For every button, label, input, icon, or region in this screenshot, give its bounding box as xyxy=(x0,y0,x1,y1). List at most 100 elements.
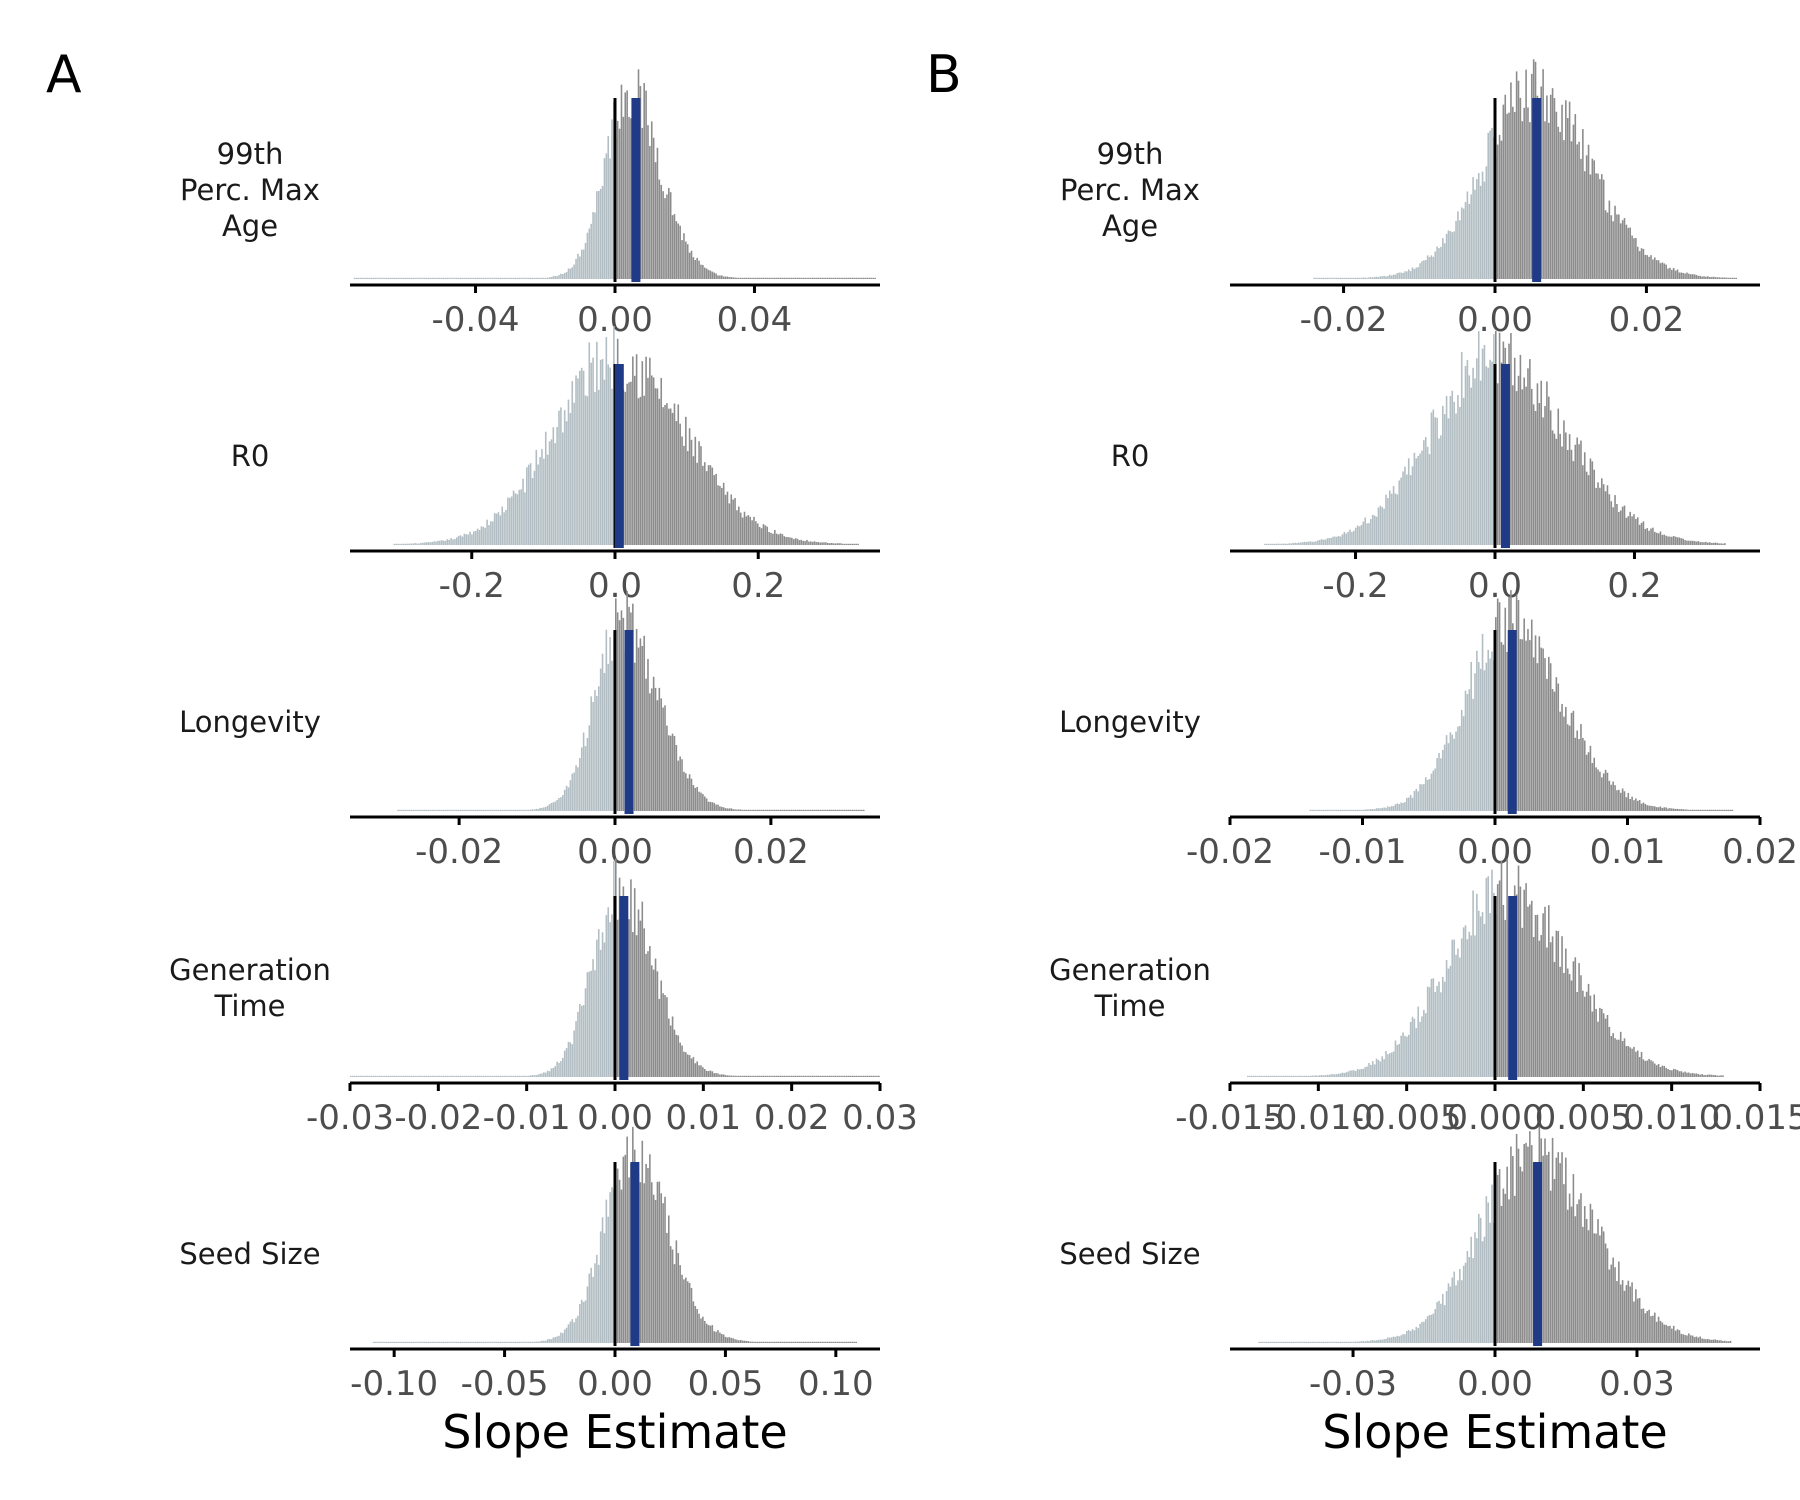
histogram-bar xyxy=(1432,409,1435,545)
histogram-bar xyxy=(1667,536,1669,545)
histogram-bar xyxy=(467,277,469,279)
histogram-bar xyxy=(806,1341,808,1343)
histogram-bar xyxy=(1305,1341,1308,1343)
histogram-bar xyxy=(1640,1051,1643,1077)
histogram-bar xyxy=(1549,942,1552,1077)
histogram-bar xyxy=(1587,752,1590,811)
histogram-bar xyxy=(410,277,413,279)
histogram-bar xyxy=(709,465,712,545)
histogram-bar xyxy=(1610,215,1613,279)
histogram-bar xyxy=(1593,160,1596,279)
histogram-bar xyxy=(817,541,820,545)
histogram-bar xyxy=(1680,538,1683,545)
histogram-bar xyxy=(1682,1072,1684,1077)
histogram-bar xyxy=(389,1075,392,1077)
histogram-bar xyxy=(1530,900,1533,1077)
histogram-bar xyxy=(465,534,468,545)
histogram-bar xyxy=(715,473,717,545)
histogram-bar xyxy=(1466,359,1469,545)
histogram-bar xyxy=(1413,268,1416,279)
histogram-bar xyxy=(357,1075,360,1077)
histogram-bar xyxy=(1544,121,1546,279)
histogram-bar xyxy=(1337,1341,1340,1343)
histogram-bar xyxy=(1349,1341,1351,1343)
histogram-bar xyxy=(1313,541,1315,545)
histogram-bar xyxy=(1258,1075,1260,1077)
histogram-bar xyxy=(1657,807,1660,811)
histogram-bar xyxy=(1602,1231,1605,1343)
histogram-bar xyxy=(1470,661,1472,811)
histogram-bar xyxy=(1394,493,1397,545)
histogram-bar xyxy=(1693,541,1696,545)
histogram-bar xyxy=(770,277,772,279)
histogram-bar xyxy=(1385,1338,1387,1343)
histogram-bar xyxy=(743,277,746,279)
histogram-bar xyxy=(787,1341,789,1343)
histogram-bar xyxy=(726,1075,729,1077)
histogram-bar xyxy=(738,809,740,811)
histogram-bar xyxy=(1701,1074,1703,1077)
histogram-bar xyxy=(1440,758,1442,811)
histogram-bar xyxy=(1309,809,1312,811)
histogram-bar xyxy=(1652,806,1654,811)
histogram-bar xyxy=(840,1341,842,1343)
histogram-bar xyxy=(374,277,377,279)
histogram-bar xyxy=(1339,809,1342,811)
histogram-bar xyxy=(755,521,757,545)
histogram-bar xyxy=(1655,807,1658,811)
histogram-bar xyxy=(1324,539,1327,545)
x-tick-label: 0.03 xyxy=(1599,1364,1675,1404)
histogram-bar xyxy=(1438,981,1440,1077)
histogram-bar xyxy=(1406,271,1408,279)
histogram-bar xyxy=(802,809,804,811)
histogram-bar xyxy=(478,1075,481,1077)
histogram-bar xyxy=(1555,1157,1558,1343)
histogram-bar xyxy=(694,787,697,811)
histogram-bar xyxy=(463,277,466,279)
histogram-bar xyxy=(1400,1335,1402,1343)
histogram-bar xyxy=(1708,809,1711,811)
histogram-bar xyxy=(1300,542,1302,545)
histogram-bar xyxy=(696,462,698,545)
histogram-bar xyxy=(1629,1286,1631,1343)
histogram-bar xyxy=(1616,503,1618,545)
histogram-bar xyxy=(857,543,859,545)
histogram-bar xyxy=(849,1075,852,1077)
histogram-bar xyxy=(416,1075,418,1077)
histogram-bar xyxy=(1591,461,1594,545)
histogram-bar xyxy=(702,1067,704,1077)
histogram-bar xyxy=(1269,543,1272,545)
histogram-bar xyxy=(1585,991,1588,1077)
histogram-bar xyxy=(558,410,560,545)
histogram-bar xyxy=(529,809,532,811)
histogram-bar xyxy=(529,463,532,545)
histogram-bar xyxy=(785,1075,787,1077)
histogram-bar xyxy=(611,914,613,1077)
histogram-bar xyxy=(692,257,695,279)
histogram-bar xyxy=(787,537,789,545)
histogram-bar xyxy=(429,1075,432,1077)
histogram-bar xyxy=(395,1075,398,1077)
histogram-bar xyxy=(650,688,653,811)
histogram-bar xyxy=(836,543,839,545)
histogram-bar xyxy=(683,771,685,811)
histogram-bar xyxy=(633,662,636,811)
histogram-bar xyxy=(671,1249,674,1343)
histogram-bar xyxy=(507,1075,509,1077)
histogram-bar xyxy=(1341,1341,1344,1343)
histogram-bar xyxy=(541,1340,543,1343)
histogram-bar xyxy=(535,277,538,279)
histogram-bar xyxy=(1396,803,1399,811)
histogram-bar xyxy=(1398,1336,1401,1343)
histogram-bar xyxy=(798,1075,801,1077)
histogram-bar xyxy=(1616,1281,1618,1343)
histogram-bar xyxy=(1370,1340,1372,1343)
histogram-bar xyxy=(669,408,672,545)
histogram-bar xyxy=(1451,939,1454,1077)
histogram-bar xyxy=(1557,408,1560,545)
histogram-bar xyxy=(376,1341,379,1343)
histogram-bar xyxy=(495,809,498,811)
histogram-bar xyxy=(1655,260,1658,279)
histogram-bar xyxy=(560,1061,562,1077)
